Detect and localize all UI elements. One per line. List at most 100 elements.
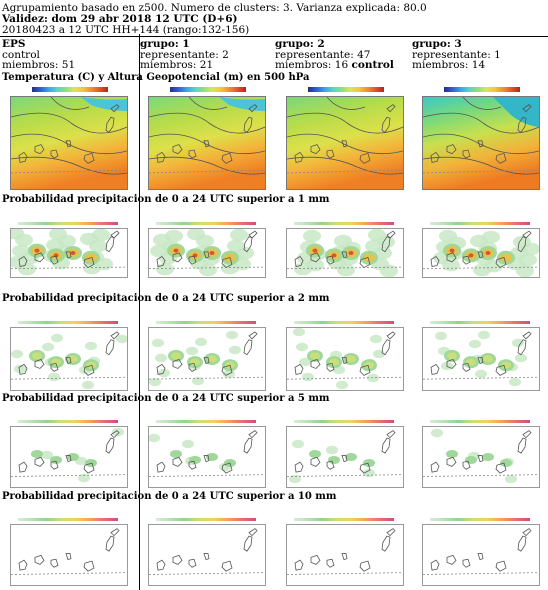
- column-grupo-1: grupo: 1 representante: 2 miembros: 21: [140, 39, 229, 71]
- coastline: [11, 430, 127, 477]
- probability-colorbar: [430, 420, 530, 423]
- column-title: grupo: 3: [412, 38, 462, 50]
- temperature-colorbar: [32, 87, 108, 92]
- probability-blobs: [435, 330, 527, 387]
- coastline: [423, 331, 539, 380]
- probability-colorbar: [18, 222, 118, 225]
- precipitation-probability-map: [286, 426, 404, 488]
- precipitation-probability-map: [10, 524, 128, 586]
- probability-colorbar: [294, 222, 394, 225]
- column-representative: representante: 47: [275, 48, 371, 61]
- probability-blobs: [294, 229, 398, 277]
- geopotential-contours: [287, 97, 403, 175]
- temperature-map: [148, 96, 266, 190]
- coastline: [149, 104, 265, 174]
- probability-colorbar: [294, 518, 394, 521]
- control-label: control: [351, 59, 394, 71]
- coastline: [11, 104, 127, 174]
- coastline: [11, 528, 127, 575]
- probability-blobs: [431, 428, 517, 484]
- column-representative: representante: 1: [412, 48, 501, 61]
- probability-colorbar: [430, 222, 530, 225]
- column-title: grupo: 2: [275, 38, 325, 50]
- precipitation-probability-map: [10, 327, 128, 391]
- column-eps: EPS control miembros: 51: [2, 39, 75, 71]
- header-divider: [0, 36, 548, 37]
- precipitation-probability-map: [10, 228, 128, 278]
- precipitation-probability-map: [422, 426, 540, 488]
- header-run: 20180423 a 12 UTC HH+144 (rango:132-156): [2, 24, 250, 36]
- column-members: miembros: 21: [140, 59, 214, 71]
- coastline: [423, 104, 539, 174]
- probability-colorbar: [294, 321, 394, 324]
- temperature-map: [422, 96, 540, 190]
- coastline: [149, 230, 265, 270]
- section-title-precip-5mm: Probabilidad precipitacion de 0 a 24 UTC…: [2, 393, 330, 404]
- header-line-1: Agrupamiento basado en z500. Numero de c…: [2, 2, 427, 14]
- coastline: [149, 430, 265, 477]
- temperature-field: [287, 97, 403, 189]
- column-grupo-2: grupo: 2 representante: 47 miembros: 16 …: [275, 39, 394, 71]
- section-title-precip-1mm: Probabilidad precipitacion de 0 a 24 UTC…: [2, 194, 330, 205]
- column-representative: representante: 2: [140, 48, 229, 61]
- precipitation-probability-map: [422, 524, 540, 586]
- coastline: [287, 331, 403, 380]
- probability-colorbar: [156, 321, 256, 324]
- probability-colorbar: [156, 518, 256, 521]
- probability-blobs: [293, 328, 385, 390]
- probability-colorbar: [18, 321, 118, 324]
- column-subtitle: control: [2, 48, 40, 61]
- temperature-colorbar: [308, 87, 384, 92]
- coastline: [11, 230, 127, 270]
- cold-core: [493, 97, 539, 127]
- probability-blobs: [433, 229, 539, 277]
- precipitation-probability-map: [148, 327, 266, 391]
- section-title-precip-10mm: Probabilidad precipitacion de 0 a 24 UTC…: [2, 491, 337, 502]
- column-title: grupo: 1: [140, 38, 190, 50]
- probability-blobs: [150, 229, 254, 277]
- probability-blobs: [31, 427, 124, 483]
- section-title-precip-2mm: Probabilidad precipitacion de 0 a 24 UTC…: [2, 293, 330, 304]
- precipitation-probability-map: [10, 426, 128, 488]
- probability-colorbar: [294, 420, 394, 423]
- header-validity: Validez: dom 29 abr 2018 12 UTC (D+6): [2, 13, 238, 25]
- members-count: miembros: 16: [275, 59, 349, 71]
- column-members: miembros: 16 control: [275, 60, 394, 71]
- column-members: miembros: 14: [412, 59, 486, 71]
- coastline: [287, 104, 403, 174]
- column-title: EPS: [2, 38, 26, 50]
- coastline: [287, 230, 403, 270]
- coastline: [11, 331, 127, 380]
- precipitation-probability-map: [148, 524, 266, 586]
- probability-colorbar: [430, 321, 530, 324]
- probability-colorbar: [18, 420, 118, 423]
- coastline: [149, 331, 265, 380]
- probability-colorbar: [156, 420, 256, 423]
- coastline: [423, 430, 539, 477]
- probability-blobs: [149, 330, 241, 387]
- temperature-map: [286, 96, 404, 190]
- temperature-field: [149, 97, 265, 189]
- precipitation-probability-map: [286, 327, 404, 391]
- coastline: [423, 528, 539, 575]
- coastline: [287, 528, 403, 575]
- coastline: [423, 230, 539, 270]
- column-members: miembros: 51: [2, 59, 76, 71]
- cold-core: [219, 97, 265, 111]
- column-divider: [139, 34, 140, 590]
- cold-core: [81, 97, 127, 111]
- temperature-colorbar: [444, 87, 520, 92]
- temperature-colorbar: [170, 87, 246, 92]
- geopotential-contours: [11, 97, 127, 175]
- precipitation-probability-map: [422, 228, 540, 278]
- geopotential-contours: [423, 97, 539, 175]
- section-title-temperature: Temperatura (C) y Altura Geopotencial (m…: [2, 72, 310, 83]
- precipitation-probability-map: [148, 426, 266, 488]
- precipitation-probability-map: [286, 228, 404, 278]
- column-grupo-3: grupo: 3 representante: 1 miembros: 14: [412, 39, 501, 71]
- probability-blobs: [11, 333, 127, 390]
- precipitation-probability-map: [148, 228, 266, 278]
- temperature-field: [11, 97, 127, 189]
- temperature-map: [10, 96, 128, 190]
- probability-colorbar: [18, 518, 118, 521]
